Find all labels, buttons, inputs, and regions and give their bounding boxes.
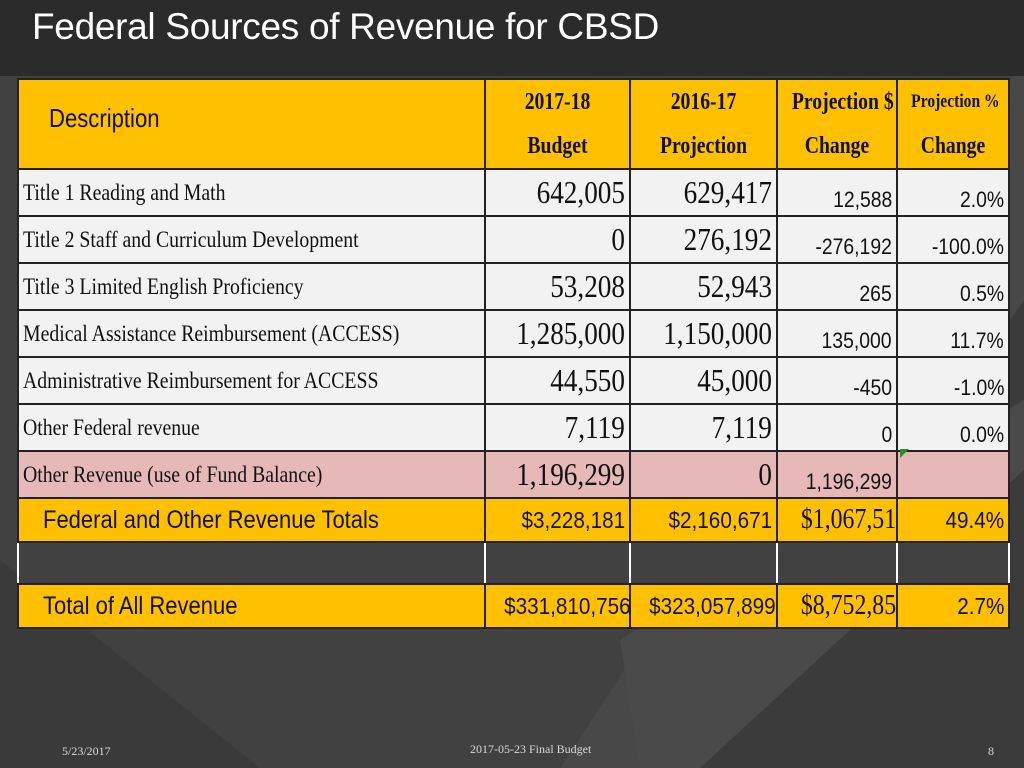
row-budget: 1,285,000	[484, 309, 631, 358]
row-change: 12,588	[776, 168, 898, 217]
row-percent: -1.0%	[896, 356, 1010, 405]
row-projection: 52,943	[629, 262, 778, 311]
all-revenue-totals-row: Total of All Revenue $331,810,756 $323,0…	[17, 583, 1010, 629]
spacer-cell	[896, 541, 1010, 585]
table-row: Medical Assistance Reimbursement (ACCESS…	[17, 309, 1010, 358]
row-budget: 1,196,299	[484, 450, 631, 499]
row-description: Administrative Reimbursement for ACCESS	[17, 356, 486, 405]
header-description: Description	[17, 78, 486, 170]
header-change-percent: Projection % Change	[896, 78, 1010, 170]
table-row: Title 1 Reading and Math 642,005 629,417…	[17, 168, 1010, 217]
table-row: Other Federal revenue 7,119 7,119 0 0.0%	[17, 403, 1010, 452]
row-description: Medical Assistance Reimbursement (ACCESS…	[17, 309, 486, 358]
row-change: 265	[776, 262, 898, 311]
spacer-cell	[17, 541, 486, 585]
row-projection: 45,000	[629, 356, 778, 405]
header-change-dollars: Projection $ Change	[776, 78, 898, 170]
footer-date: 5/23/2017	[62, 744, 111, 758]
row-budget: 0	[484, 215, 631, 264]
federal-totals-label: Federal and Other Revenue Totals	[17, 497, 486, 543]
row-percent	[896, 450, 1010, 499]
row-description: Other Revenue (use of Fund Balance)	[17, 450, 486, 499]
row-projection: 629,417	[629, 168, 778, 217]
federal-totals-change: $1,067,510	[776, 497, 898, 543]
row-projection: 0	[629, 450, 778, 499]
row-change: 135,000	[776, 309, 898, 358]
spacer-cell	[776, 541, 898, 585]
federal-totals-row: Federal and Other Revenue Totals $3,228,…	[17, 497, 1010, 543]
row-description: Title 1 Reading and Math	[17, 168, 486, 217]
row-change: 1,196,299	[776, 450, 898, 499]
table-row: Administrative Reimbursement for ACCESS …	[17, 356, 1010, 405]
row-percent: 11.7%	[896, 309, 1010, 358]
row-percent: -100.0%	[896, 215, 1010, 264]
row-change: -276,192	[776, 215, 898, 264]
spacer-cell	[629, 541, 778, 585]
row-description: Title 2 Staff and Curriculum Development	[17, 215, 486, 264]
spacer-row	[17, 541, 1010, 585]
row-projection: 1,150,000	[629, 309, 778, 358]
spacer-cell	[484, 541, 631, 585]
revenue-table: Description 2017-18 Budget 2016-17 Proje…	[17, 78, 1010, 629]
all-revenue-budget: $331,810,756	[484, 583, 631, 629]
all-revenue-label: Total of All Revenue	[17, 583, 486, 629]
slide-title: Federal Sources of Revenue for CBSD	[32, 6, 660, 47]
federal-totals-percent: 49.4%	[896, 497, 1010, 543]
page-number: 8	[988, 744, 994, 758]
row-percent: 2.0%	[896, 168, 1010, 217]
row-budget: 44,550	[484, 356, 631, 405]
all-revenue-projection: $323,057,899	[629, 583, 778, 629]
table-row: Title 2 Staff and Curriculum Development…	[17, 215, 1010, 264]
row-change: -450	[776, 356, 898, 405]
row-projection: 7,119	[629, 403, 778, 452]
header-budget: 2017-18 Budget	[484, 78, 631, 170]
header-projection: 2016-17 Projection	[629, 78, 778, 170]
federal-totals-projection: $2,160,671	[629, 497, 778, 543]
cell-comment-marker	[900, 449, 909, 458]
all-revenue-change: $8,752,857	[776, 583, 898, 629]
row-budget: 642,005	[484, 168, 631, 217]
row-description: Other Federal revenue	[17, 403, 486, 452]
federal-totals-budget: $3,228,181	[484, 497, 631, 543]
row-budget: 7,119	[484, 403, 631, 452]
row-description: Title 3 Limited English Proficiency	[17, 262, 486, 311]
row-projection: 276,192	[629, 215, 778, 264]
table-row: Title 3 Limited English Proficiency 53,2…	[17, 262, 1010, 311]
all-revenue-percent: 2.7%	[896, 583, 1010, 629]
row-change: 0	[776, 403, 898, 452]
row-percent: 0.5%	[896, 262, 1010, 311]
row-percent: 0.0%	[896, 403, 1010, 452]
table-header-row: Description 2017-18 Budget 2016-17 Proje…	[17, 78, 1010, 170]
row-budget: 53,208	[484, 262, 631, 311]
footer-title: 2017-05-23 Final Budget	[470, 742, 592, 756]
table-row-highlighted: Other Revenue (use of Fund Balance) 1,19…	[17, 450, 1010, 499]
title-band	[0, 0, 1024, 76]
